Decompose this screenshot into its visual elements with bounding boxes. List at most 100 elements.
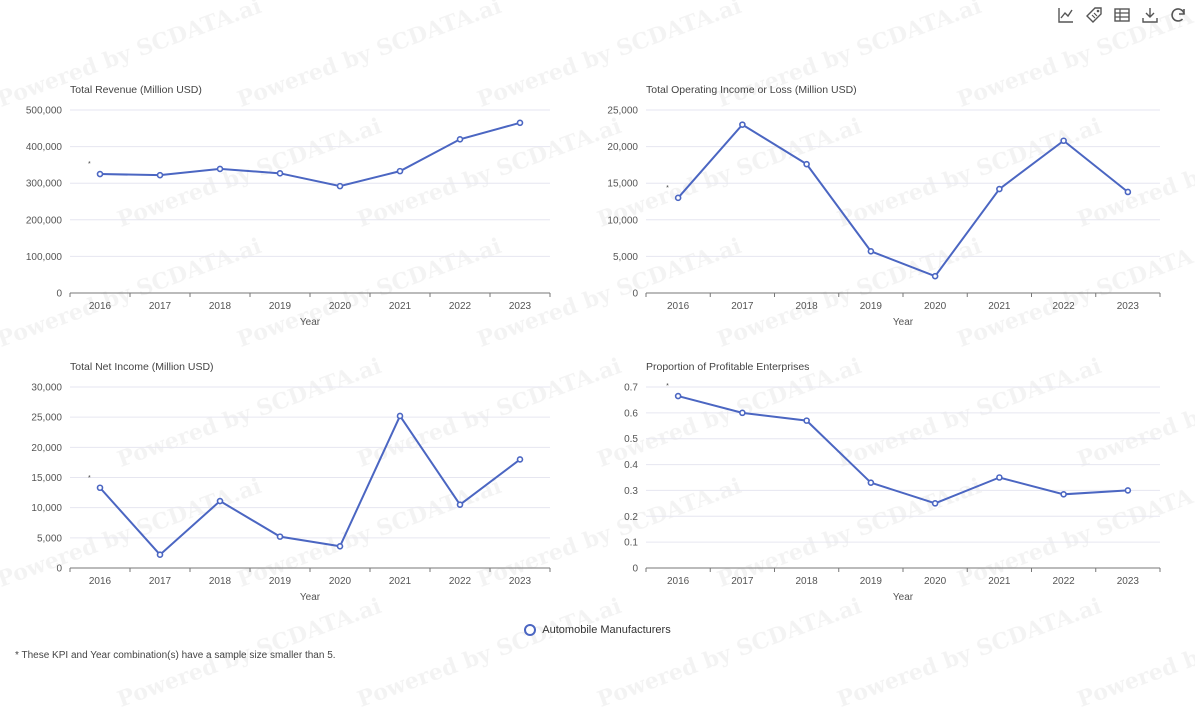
x-tick-label: 2022	[449, 301, 472, 312]
y-tick-label: 0	[56, 289, 62, 300]
x-tick-label: 2019	[269, 301, 292, 312]
data-point	[456, 135, 464, 143]
chart-title: Total Operating Income or Loss (Million …	[646, 84, 857, 96]
x-tick-label: 2022	[1053, 301, 1076, 312]
x-axis-label: Year	[893, 317, 914, 328]
data-point	[931, 500, 939, 507]
y-tick-label: 200,000	[26, 215, 63, 226]
series-line	[99, 121, 521, 188]
legend-item[interactable]: Automobile Manufacturers	[524, 624, 671, 636]
data-point	[867, 247, 875, 255]
y-tick-label: 0.7	[624, 383, 638, 394]
x-tick-label: 2021	[988, 301, 1011, 312]
chart-title: Total Revenue (Million USD)	[70, 84, 202, 96]
y-tick-label: 20,000	[31, 443, 62, 454]
y-tick-label: 0.1	[624, 538, 638, 549]
data-point	[803, 160, 810, 168]
y-tick-label: 0	[632, 289, 638, 300]
x-tick-label: 2017	[149, 301, 172, 312]
data-point	[996, 474, 1003, 481]
y-tick-label: 500,000	[26, 106, 63, 117]
x-tick-label: 2019	[860, 301, 883, 312]
y-tick-label: 15,000	[607, 179, 638, 190]
series-line	[677, 123, 1129, 278]
data-point	[1060, 491, 1067, 498]
y-tick-label: 0.6	[624, 408, 638, 419]
y-tick-label: 5,000	[37, 533, 62, 544]
sample-size-asterisk: *	[88, 475, 91, 482]
y-tick-label: 10,000	[607, 215, 638, 226]
x-tick-label: 2020	[329, 301, 352, 312]
y-tick-label: 5,000	[613, 252, 638, 263]
y-tick-label: 0	[632, 564, 638, 575]
x-tick-label: 2016	[667, 301, 690, 312]
data-point	[396, 412, 404, 420]
legend: Automobile Manufacturers	[0, 624, 1195, 639]
data-point	[96, 484, 104, 492]
data-point	[276, 533, 284, 540]
sample-size-asterisk: *	[666, 185, 669, 192]
line-chart-icon[interactable]	[1057, 6, 1075, 24]
data-point	[931, 272, 939, 280]
y-tick-label: 15,000	[31, 473, 62, 484]
table-icon[interactable]	[1113, 6, 1131, 24]
y-tick-label: 25,000	[31, 413, 62, 424]
data-point	[96, 170, 104, 178]
x-axis-label: Year	[893, 592, 914, 603]
y-tick-label: 0.3	[624, 486, 638, 497]
data-point	[336, 182, 344, 190]
x-tick-label: 2017	[731, 576, 754, 587]
x-tick-label: 2020	[924, 301, 947, 312]
y-tick-label: 400,000	[26, 142, 63, 153]
x-tick-label: 2016	[89, 301, 112, 312]
y-tick-label: 20,000	[607, 142, 638, 153]
x-tick-label: 2018	[796, 301, 819, 312]
sample-size-asterisk: *	[88, 161, 91, 168]
x-axis-label: Year	[300, 317, 321, 328]
x-tick-label: 2021	[988, 576, 1011, 587]
x-tick-label: 2022	[449, 576, 472, 587]
x-tick-label: 2020	[924, 576, 947, 587]
data-point	[1124, 188, 1132, 196]
data-point	[516, 456, 524, 463]
refresh-icon[interactable]	[1169, 6, 1187, 24]
legend-label: Automobile Manufacturers	[542, 624, 671, 636]
chart-title: Proportion of Profitable Enterprises	[646, 361, 809, 373]
charts-canvas: Total Revenue (Million USD) 0 100,000 200,0…	[26, 84, 1161, 603]
x-axis-label: Year	[300, 592, 321, 603]
data-point	[996, 185, 1003, 193]
y-tick-label: 300,000	[26, 179, 63, 190]
x-tick-label: 2017	[149, 576, 172, 587]
download-icon[interactable]	[1141, 6, 1159, 24]
data-point	[867, 479, 875, 486]
data-point	[674, 392, 682, 400]
x-tick-label: 2022	[1053, 576, 1076, 587]
x-tick-label: 2019	[269, 576, 292, 587]
x-tick-label: 2019	[860, 576, 883, 587]
data-point	[396, 167, 404, 175]
x-tick-label: 2023	[1117, 301, 1140, 312]
y-tick-label: 0.5	[624, 434, 638, 445]
data-point	[1060, 137, 1067, 145]
x-tick-label: 2017	[731, 301, 754, 312]
x-tick-label: 2023	[509, 576, 532, 587]
y-tick-label: 30,000	[31, 383, 62, 394]
x-tick-label: 2018	[209, 301, 232, 312]
x-tick-label: 2016	[89, 576, 112, 587]
data-point	[803, 417, 810, 424]
data-point	[156, 171, 164, 179]
x-tick-label: 2021	[389, 301, 412, 312]
data-point	[156, 551, 164, 559]
y-tick-label: 0.4	[624, 460, 638, 471]
chart-toolbar	[1057, 6, 1187, 24]
tag-icon[interactable]	[1085, 6, 1103, 24]
series-line	[99, 413, 521, 557]
sample-size-asterisk: *	[666, 383, 669, 390]
data-point	[216, 497, 224, 505]
legend-marker-icon	[524, 624, 537, 636]
x-tick-label: 2020	[329, 576, 352, 587]
x-tick-label: 2023	[1117, 576, 1140, 587]
y-tick-label: 25,000	[607, 106, 638, 117]
x-tick-label: 2016	[667, 576, 690, 587]
data-point	[739, 409, 746, 417]
